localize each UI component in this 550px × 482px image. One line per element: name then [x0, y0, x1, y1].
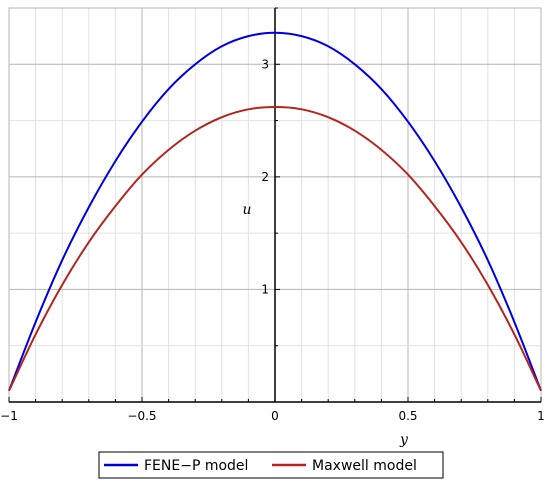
- legend-label-maxwell: Maxwell model: [312, 458, 417, 474]
- x-tick-label: 0: [271, 409, 279, 423]
- legend-label-fene-p: FENE−P model: [144, 458, 248, 474]
- x-axis-label: y: [399, 432, 409, 448]
- series-lines: [8, 31, 542, 392]
- axes: [8, 7, 542, 403]
- tick-labels: −1 −0.5 0 0.5 1 1 2 3: [0, 57, 545, 423]
- x-tick-label: 0.5: [398, 409, 417, 423]
- x-tick-label: 1: [537, 409, 545, 423]
- y-tick-label: 2: [261, 170, 269, 184]
- legend: FENE−P model Maxwell model: [98, 451, 444, 479]
- y-tick-label: 1: [261, 282, 269, 296]
- series-line-maxwell: [8, 106, 542, 392]
- x-tick-label: −0.5: [127, 409, 156, 423]
- series-line-fene-p: [8, 31, 542, 392]
- y-tick-label: 3: [261, 57, 269, 71]
- legend-box: [98, 451, 444, 479]
- y-axis-label: u: [242, 202, 251, 218]
- x-tick-label: −1: [0, 409, 18, 423]
